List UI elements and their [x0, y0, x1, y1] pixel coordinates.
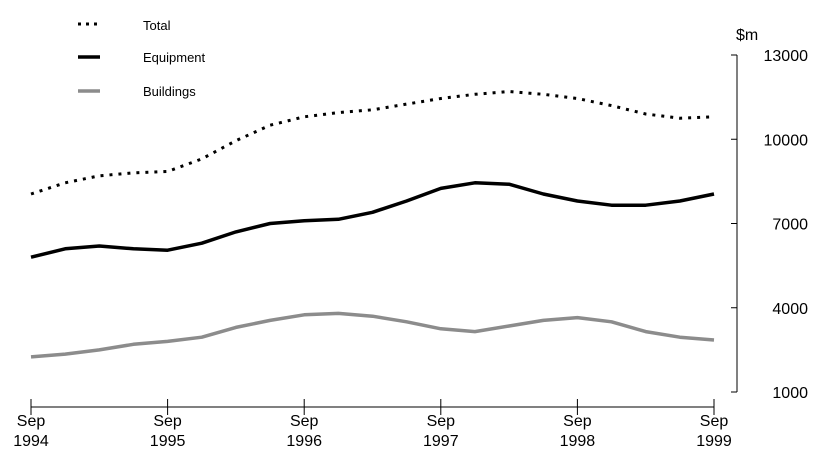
- y-tick-label: 7000: [772, 217, 808, 234]
- y-tick-label: 13000: [764, 48, 809, 65]
- y-axis-unit-label: $m: [736, 27, 758, 44]
- legend-label-total: Total: [143, 18, 171, 33]
- x-axis: Sep 1994 Sep 1995 Sep 1996 Sep 1997 Sep 1998 Sep 19…: [13, 399, 732, 450]
- series-layer: [30, 90, 715, 359]
- x-tick-label-month: Sep: [563, 413, 592, 430]
- x-tick-label-year: 1994: [13, 433, 49, 450]
- legend: Total Equipment Buildings: [78, 18, 206, 99]
- x-tick-label-year: 1995: [150, 433, 186, 450]
- y-tick-label: 4000: [772, 301, 808, 318]
- legend-label-buildings: Buildings: [143, 84, 196, 99]
- x-tick-label-month: Sep: [700, 413, 729, 430]
- y-axis: 1000 4000 7000 10000 13000: [731, 48, 808, 402]
- x-tick-label-month: Sep: [153, 413, 182, 430]
- legend-label-equipment: Equipment: [143, 50, 206, 65]
- x-tick-label-month: Sep: [290, 413, 319, 430]
- x-tick-label-month: Sep: [427, 413, 456, 430]
- x-tick-label-month: Sep: [17, 413, 46, 430]
- x-tick-label-year: 1997: [423, 433, 459, 450]
- series-line-total: [30, 90, 715, 196]
- y-tick-label: 10000: [764, 132, 809, 149]
- series-line-buildings: [30, 311, 715, 359]
- x-tick-label-year: 1998: [560, 433, 596, 450]
- series-line-equipment: [30, 181, 715, 259]
- x-tick-label-year: 1999: [696, 433, 732, 450]
- y-tick-label: 1000: [772, 385, 808, 402]
- x-tick-label-year: 1996: [286, 433, 322, 450]
